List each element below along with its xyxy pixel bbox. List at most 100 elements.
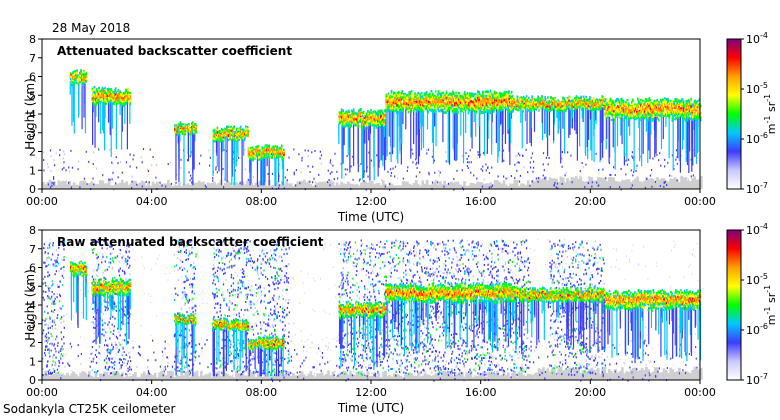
precip-streak (111, 102, 112, 127)
cloud-pixel (397, 109, 399, 111)
precip-streak (624, 117, 625, 156)
aerosol-pixel (665, 181, 666, 183)
cloud-pixel (180, 122, 182, 124)
precip-streak (212, 137, 213, 176)
aerosol-pixel (363, 180, 364, 182)
aerosol-pixel (453, 178, 454, 180)
cloud-pixel (389, 99, 391, 101)
aerosol-pixel (486, 169, 487, 171)
aerosol-pixel (426, 152, 427, 154)
precip-streak (522, 107, 523, 148)
aerosol-pixel (222, 168, 223, 170)
precip-streak (183, 131, 184, 185)
aerosol-pixel (481, 168, 482, 170)
aerosol-pixel (619, 186, 620, 188)
aerosol-pixel (527, 171, 528, 173)
cloud-pixel (258, 147, 260, 149)
aerosol-pixel (538, 177, 539, 179)
cloud-pixel (101, 98, 103, 100)
cloud-pixel (413, 109, 415, 111)
aerosol-pixel (622, 180, 623, 182)
aerosol-pixel (671, 175, 672, 177)
aerosol-pixel (387, 171, 388, 173)
cloud-pixel (83, 71, 85, 73)
cloud-pixel (188, 123, 190, 125)
aerosol-pixel (74, 182, 75, 184)
aerosol-pixel (248, 179, 249, 181)
aerosol-pixel (78, 168, 79, 170)
aerosol-pixel (632, 184, 633, 186)
aerosol-pixel (554, 182, 555, 184)
aerosol-pixel (632, 174, 633, 176)
aerosol-pixel (652, 158, 653, 160)
aerosol-pixel (205, 185, 206, 187)
aerosol-pixel (312, 166, 313, 168)
precip-streak (397, 109, 398, 163)
aerosol-pixel (519, 181, 520, 183)
aerosol-pixel (287, 179, 288, 181)
precip-streak (546, 107, 547, 137)
aerosol-pixel (66, 180, 67, 182)
precip-streak (92, 102, 93, 145)
aerosol-pixel (397, 177, 398, 179)
aerosol-pixel (482, 166, 483, 168)
aerosol-pixel (122, 172, 123, 174)
aerosol-pixel (677, 179, 678, 181)
aerosol-pixel (285, 176, 286, 178)
aerosol-pixel (93, 183, 94, 185)
aerosol-pixel (131, 181, 132, 183)
cloud-pixel (247, 130, 249, 132)
cloud-pixel (353, 108, 355, 110)
aerosol-pixel (136, 167, 137, 169)
aerosol-pixel (579, 176, 580, 178)
cloud-pixel (271, 156, 273, 158)
aerosol-pixel (53, 178, 54, 180)
aerosol-pixel (359, 165, 360, 167)
aerosol-pixel (92, 178, 93, 180)
cloud-pixel (213, 140, 215, 142)
aerosol-pixel (318, 174, 319, 176)
aerosol-pixel (610, 174, 611, 176)
cloud-pixel (281, 158, 283, 160)
cloud-pixel (214, 136, 216, 138)
date-label: 28 May 2018 (52, 21, 130, 35)
aerosol-pixel (663, 186, 664, 188)
aerosol-pixel (462, 169, 463, 171)
aerosol-pixel (484, 179, 485, 181)
precip-streak (650, 117, 651, 135)
cloud-pixel (410, 93, 412, 95)
cloud-pixel (449, 93, 451, 95)
precip-streak (463, 109, 464, 163)
aerosol-pixel (478, 154, 479, 156)
precip-streak (460, 109, 461, 135)
aerosol-pixel (240, 182, 241, 184)
aerosol-pixel (132, 158, 133, 160)
precip-streak (505, 109, 506, 144)
aerosol-pixel (468, 155, 469, 157)
cloud-pixel (435, 90, 437, 92)
aerosol-pixel (492, 185, 493, 187)
aerosol-pixel (659, 152, 660, 154)
cloud-pixel (439, 100, 441, 102)
aerosol-pixel (257, 185, 258, 187)
aerosol-pixel (437, 181, 438, 183)
aerosol-pixel (109, 179, 110, 181)
aerosol-pixel (487, 166, 488, 168)
aerosol-pixel (116, 156, 117, 158)
cloud-pixel (360, 109, 362, 111)
aerosol-pixel (133, 154, 134, 156)
precip-streak (669, 117, 670, 158)
aerosol-pixel (598, 169, 599, 171)
aerosol-pixel (403, 178, 404, 180)
aerosol-pixel (50, 186, 51, 188)
precip-streak (378, 124, 379, 167)
aerosol-pixel (161, 185, 162, 187)
aerosol-pixel (532, 152, 533, 154)
precip-streak (405, 109, 406, 129)
precip-streak (387, 109, 388, 156)
cloud-pixel (401, 90, 403, 92)
cloud-pixel (257, 145, 259, 147)
aerosol-pixel (309, 171, 310, 173)
cloud-pixel (250, 147, 252, 149)
aerosol-pixel (514, 164, 515, 166)
